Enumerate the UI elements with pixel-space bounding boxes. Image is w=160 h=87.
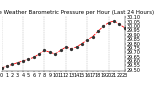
Point bbox=[43, 50, 46, 51]
Point bbox=[70, 48, 72, 49]
Point bbox=[97, 31, 99, 32]
Point bbox=[11, 64, 14, 65]
Point bbox=[6, 65, 8, 67]
Point bbox=[48, 52, 51, 53]
Point bbox=[75, 46, 78, 48]
Point bbox=[0, 67, 3, 69]
Point bbox=[22, 60, 24, 62]
Point bbox=[65, 46, 67, 48]
Point bbox=[54, 53, 56, 55]
Point bbox=[16, 62, 19, 63]
Point bbox=[108, 22, 110, 23]
Point bbox=[113, 20, 115, 22]
Point bbox=[32, 57, 35, 58]
Title: Milwaukee Weather Barometric Pressure per Hour (Last 24 Hours): Milwaukee Weather Barometric Pressure pe… bbox=[0, 10, 154, 15]
Point bbox=[38, 53, 40, 55]
Point bbox=[102, 25, 105, 27]
Point bbox=[91, 36, 94, 37]
Point bbox=[118, 24, 121, 25]
Point bbox=[59, 50, 62, 51]
Point bbox=[124, 27, 126, 29]
Point bbox=[81, 43, 83, 44]
Point bbox=[86, 39, 89, 41]
Point bbox=[27, 58, 30, 60]
